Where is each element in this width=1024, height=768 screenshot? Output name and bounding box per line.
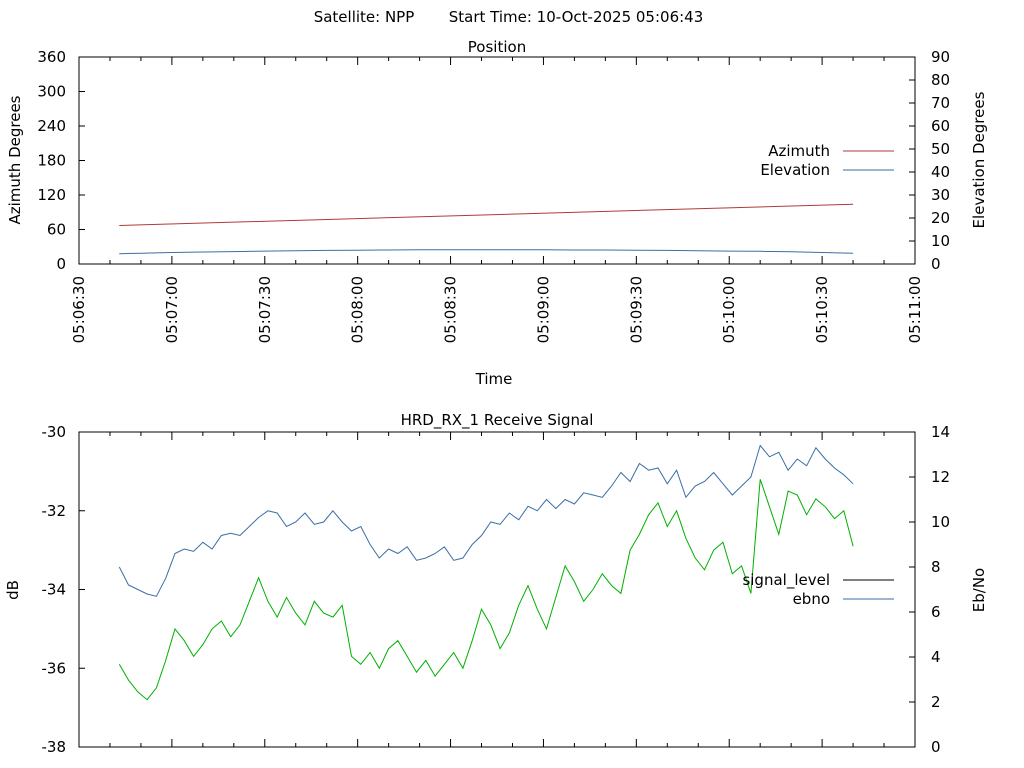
y-tick-label: -38 bbox=[42, 738, 67, 756]
position-chart: Position 0 60 120 180 240 300 360 0 10 20 30 40 50 6… bbox=[6, 38, 988, 388]
y2-tick-label: 50 bbox=[931, 140, 950, 158]
y2-tick-label: 10 bbox=[931, 513, 950, 531]
y2-tick-label: 0 bbox=[931, 738, 941, 756]
start-time-label: Start Time: 10-Oct-2025 05:06:43 bbox=[449, 8, 704, 26]
ebno-axis-ticks: 0 2 4 6 8 10 12 14 bbox=[909, 423, 950, 756]
x-tick-label: 05:08:00 bbox=[349, 276, 367, 343]
y-tick-label: -30 bbox=[42, 423, 67, 441]
position-chart-title: Position bbox=[468, 38, 526, 56]
y-tick-label: 60 bbox=[47, 221, 66, 239]
elevation-axis-label: Elevation Degrees bbox=[970, 91, 988, 228]
y-tick-label: -32 bbox=[42, 502, 67, 520]
y2-tick-label: 30 bbox=[931, 186, 950, 204]
y2-tick-label: 12 bbox=[931, 468, 950, 486]
y2-tick-label: 4 bbox=[931, 648, 941, 666]
azimuth-axis-ticks: 0 60 120 180 240 300 360 bbox=[37, 48, 85, 273]
y2-tick-label: 40 bbox=[931, 163, 950, 181]
y-tick-label: 300 bbox=[37, 83, 66, 101]
x-tick-label: 05:10:30 bbox=[813, 276, 831, 343]
x-tick-label: 05:07:00 bbox=[163, 276, 181, 343]
db-axis-label: dB bbox=[4, 580, 22, 600]
y2-tick-label: 8 bbox=[931, 558, 941, 576]
y2-tick-label: 6 bbox=[931, 603, 941, 621]
y-tick-label: 0 bbox=[56, 255, 66, 273]
y2-tick-label: 70 bbox=[931, 94, 950, 112]
legend-label-ebno: ebno bbox=[793, 590, 830, 608]
time-axis-ticks: 05:06:30 05:07:00 05:07:30 05:08:00 05:08:30… bbox=[70, 57, 924, 343]
series-line-ebno bbox=[118, 444, 854, 597]
y2-tick-label: 10 bbox=[931, 232, 950, 250]
signal-time-axis-ticks bbox=[78, 432, 916, 747]
signal-plot-frame bbox=[78, 431, 916, 748]
series-line-azimuth bbox=[119, 203, 854, 226]
y2-tick-label: 2 bbox=[931, 693, 941, 711]
ebno-axis-label: Eb/No bbox=[970, 568, 988, 612]
x-tick-label: 05:07:30 bbox=[256, 276, 274, 343]
y-tick-label: 240 bbox=[37, 117, 66, 135]
series-line-elevation bbox=[119, 249, 854, 255]
y-tick-label: -36 bbox=[42, 659, 67, 677]
y2-tick-label: 14 bbox=[931, 423, 950, 441]
receive-signal-chart: HRD_RX_1 Receive Signal -38-36-34-32-30 … bbox=[4, 411, 988, 756]
y-tick-label: -34 bbox=[42, 581, 67, 599]
y-tick-label: 120 bbox=[37, 186, 66, 204]
azimuth-axis-label: Azimuth Degrees bbox=[6, 95, 24, 224]
x-tick-label: 05:06:30 bbox=[70, 276, 88, 343]
time-axis-label: Time bbox=[475, 370, 513, 388]
satellite-label: Satellite: NPP bbox=[314, 8, 415, 26]
x-tick-label: 05:09:00 bbox=[534, 276, 552, 343]
legend-label-azimuth: Azimuth bbox=[768, 142, 830, 160]
y-tick-label: 180 bbox=[37, 152, 66, 170]
legend-label-signal-level: signal_level bbox=[742, 571, 830, 590]
db-axis-ticks: -38 -36 -34 -32 -30 bbox=[42, 423, 85, 756]
y2-tick-label: 60 bbox=[931, 117, 950, 135]
y-tick-label: 360 bbox=[37, 48, 66, 66]
x-tick-label: 05:08:30 bbox=[442, 276, 460, 343]
series-line-green-signal bbox=[118, 479, 854, 701]
x-tick-label: 05:09:30 bbox=[627, 276, 645, 343]
receive-signal-chart-title: HRD_RX_1 Receive Signal bbox=[401, 411, 594, 430]
elevation-axis-ticks: 0 10 20 30 40 50 60 70 80 90 bbox=[909, 48, 950, 273]
y2-tick-label: 90 bbox=[931, 48, 950, 66]
y2-tick-label: 80 bbox=[931, 71, 950, 89]
figure-header: Satellite: NPP Start Time: 10-Oct-2025 0… bbox=[314, 8, 704, 26]
legend-label-elevation: Elevation bbox=[760, 161, 830, 179]
y2-tick-label: 0 bbox=[931, 255, 941, 273]
signal-legend: signal_level ebno bbox=[742, 571, 894, 608]
position-legend: Azimuth Elevation bbox=[760, 142, 894, 179]
y2-tick-label: 20 bbox=[931, 209, 950, 227]
x-tick-label: 05:10:00 bbox=[720, 276, 738, 343]
x-tick-label: 05:11:00 bbox=[906, 276, 924, 343]
position-series bbox=[119, 203, 854, 255]
signal-series bbox=[118, 444, 854, 701]
